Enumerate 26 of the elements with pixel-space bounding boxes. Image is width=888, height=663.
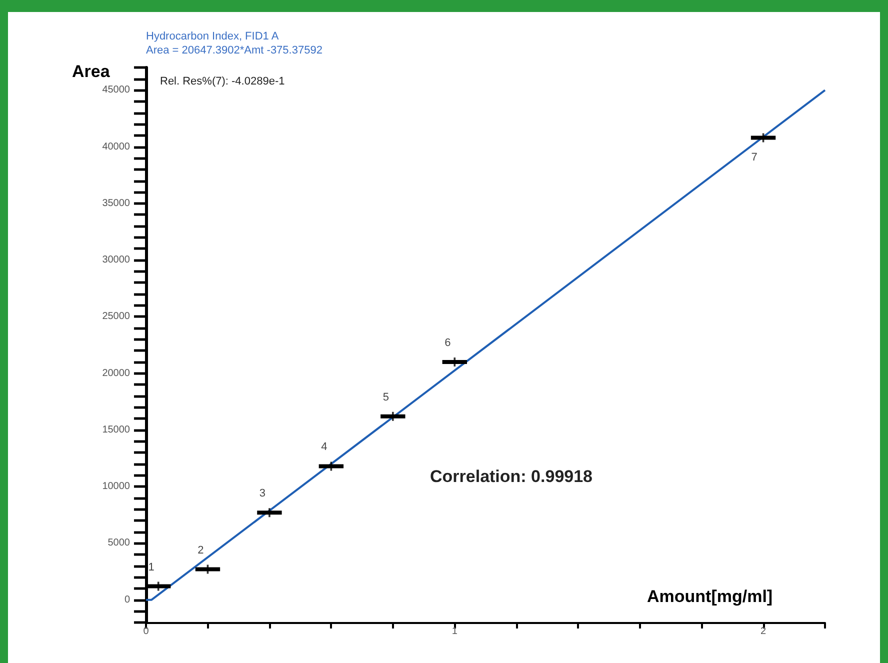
y-tick-label: 0: [124, 594, 130, 606]
annotation: 2: [198, 544, 204, 556]
annotation: 1: [148, 561, 154, 574]
annotation: 7: [751, 152, 758, 164]
y-tick-label: 45000: [102, 84, 130, 96]
x-axis-title: Amount[mg/ml]: [647, 587, 773, 606]
x-tick-label: 2: [760, 626, 766, 637]
x-tick-label: 0: [143, 626, 150, 637]
y-tick-label: 20000: [102, 368, 130, 379]
annotation: 5: [382, 391, 389, 404]
y-tick-label: 15000: [102, 424, 130, 436]
y-axis-title: Area: [72, 62, 110, 81]
annotation: 6: [444, 336, 451, 349]
annotation: Rel. Res%(7): -4.0289e-1: [160, 76, 285, 88]
y-tick-label: 25000: [102, 311, 130, 322]
chart-title: Hydrocarbon Index, FID1 A: [146, 30, 280, 42]
chart-subtitle: Area = 20647.3902*Amt -375.37592: [146, 44, 322, 56]
annotation: 3: [259, 488, 266, 500]
annotation: 4: [321, 441, 328, 454]
x-tick-label: 1: [452, 626, 458, 637]
y-tick-label: 40000: [102, 141, 130, 152]
y-tick-label: 10000: [102, 481, 130, 492]
y-tick-label: 35000: [102, 198, 130, 209]
y-tick-label: 5000: [108, 538, 130, 549]
annotation: Correlation: 0.99918: [430, 467, 593, 486]
y-tick-label: 30000: [102, 254, 130, 266]
